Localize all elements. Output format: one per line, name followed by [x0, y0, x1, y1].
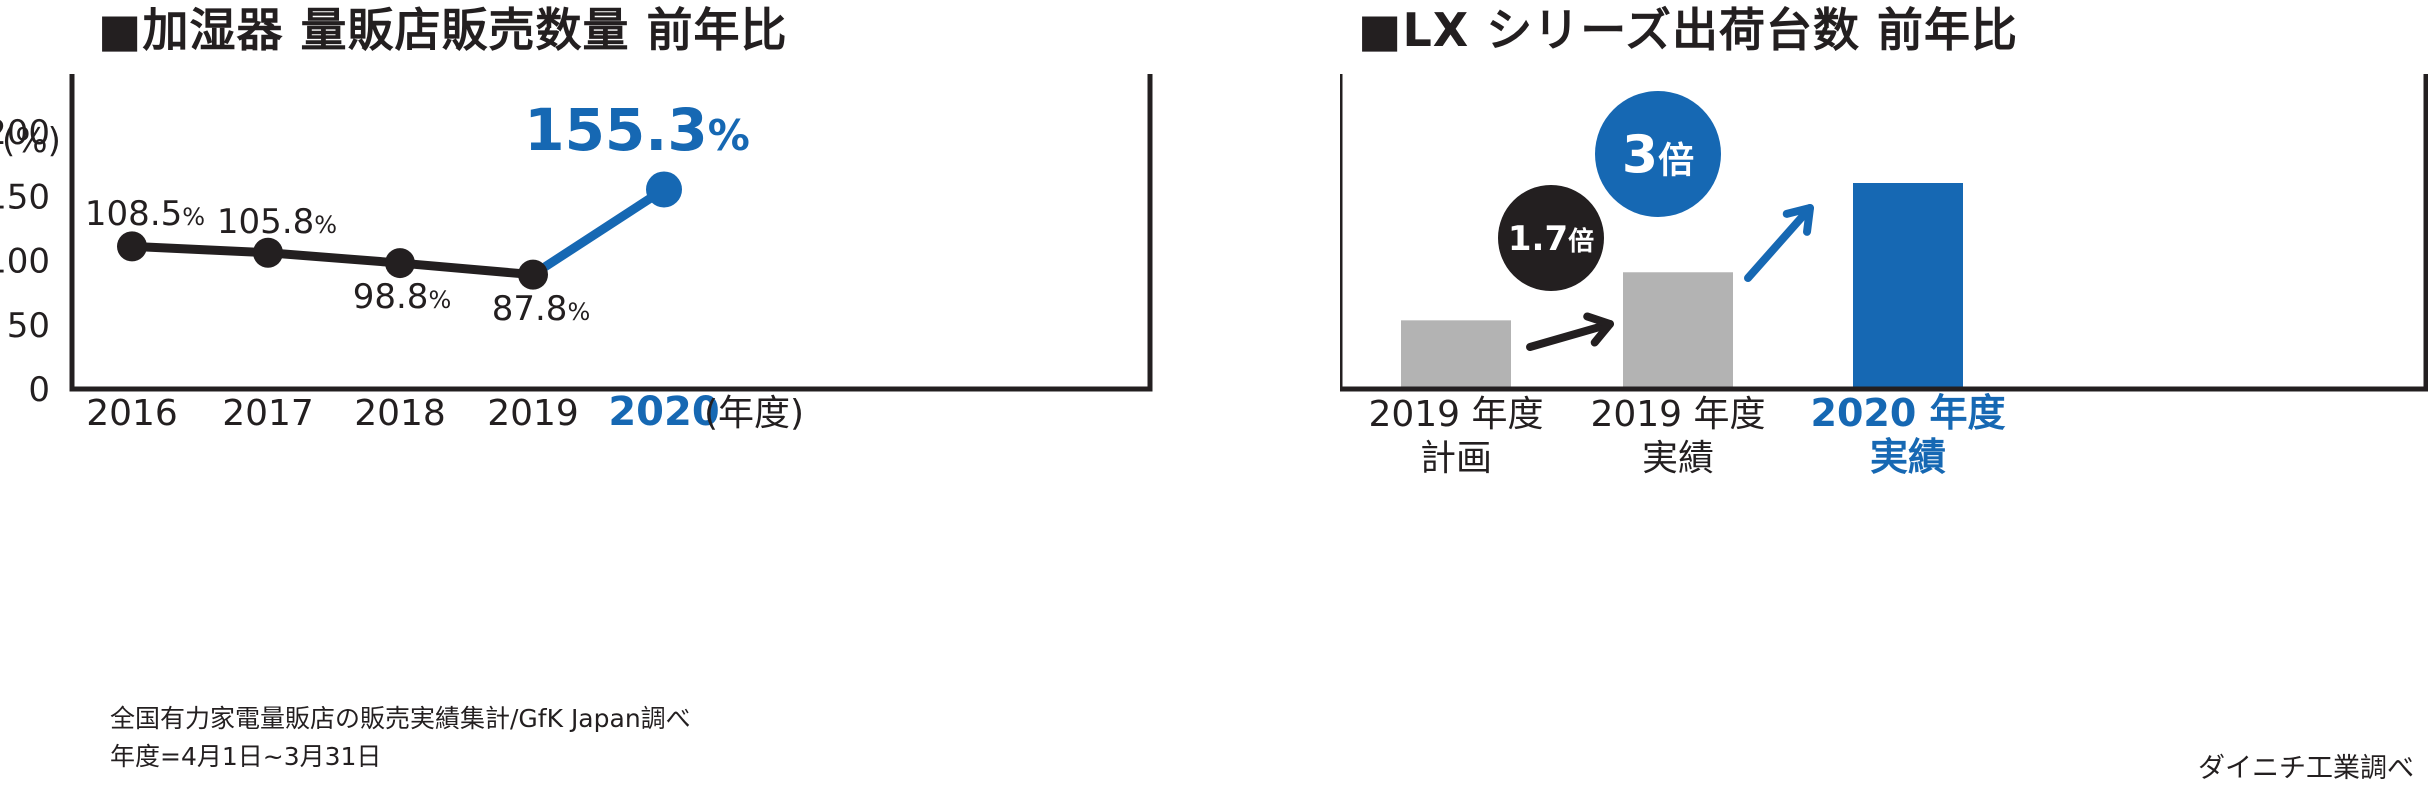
bar: [1853, 183, 1963, 389]
ratio-badge-3x-circle: [1595, 91, 1721, 217]
growth-arrow-large-head: [1782, 204, 1814, 236]
x-tick-label: 2018: [354, 393, 446, 434]
data-label: 98.8%: [353, 277, 452, 317]
y-tick-label: 50: [7, 306, 50, 346]
data-point: [385, 248, 415, 279]
right-chart-title: ■LX シリーズ出荷台数 前年比: [1358, 3, 2018, 57]
ratio-badge-1-7x-circle: [1498, 185, 1604, 291]
data-label: 108.5%: [85, 194, 205, 234]
x-tick-label: 2019: [487, 393, 579, 434]
x-tick-label: 2020: [608, 389, 719, 435]
x-category-label: 2019 年度: [1590, 394, 1765, 435]
right-source-note: ダイニチ工業調べ: [2198, 753, 2414, 784]
growth-arrow-large: [1744, 204, 1814, 282]
ratio-badge-3x-label: 3倍: [1622, 126, 1694, 186]
x-tick-label: 2017: [222, 393, 314, 434]
data-point: [117, 231, 147, 262]
y-tick-label: 0: [28, 370, 50, 410]
bar: [1623, 272, 1733, 389]
y-axis-unit-label: (%): [2, 121, 61, 161]
left-chart-panel: ■加湿器 量販店販売数量 前年比 (%) 0 50 100 150 200 2016 201…: [0, 3, 1153, 776]
growth-arrow-small: [1526, 320, 1614, 351]
data-label: 105.8%: [217, 202, 337, 242]
bar: [1401, 320, 1511, 389]
data-point: [518, 259, 548, 290]
data-point: [646, 171, 682, 208]
plot-frame: [69, 74, 1153, 392]
y-tick-label: 150: [0, 177, 50, 217]
series-line-2020: [528, 184, 669, 280]
left-note: 全国有力家電量販店の販売実績集計/GfK Japan調べ 年度=4月1日~3月3…: [110, 700, 691, 776]
y-tick-label: 100: [0, 242, 50, 282]
data-point: [253, 237, 283, 268]
series-line-2016-2019: [131, 241, 534, 280]
ratio-badge-1-7x-label: 1.7倍: [1508, 219, 1594, 259]
x-category-label: 計画: [1420, 438, 1492, 479]
left-note-line-2: 年度=4月1日~3月31日: [110, 742, 382, 771]
x-category-label: 2019 年度: [1368, 394, 1543, 435]
right-chart-panel: ■LX シリーズ出荷台数 前年比 1.7倍 3倍 2019 年度 計画 2019 年度…: [1340, 0, 2428, 790]
x-category-label: 実績: [1642, 438, 1714, 479]
x-category-label: 2020 年度: [1811, 391, 2006, 435]
x-axis-unit-label: (年度): [704, 393, 804, 434]
left-chart-title: ■加湿器 量販店販売数量 前年比: [98, 3, 788, 57]
data-label: 155.3%: [524, 96, 750, 164]
x-tick-label: 2016: [86, 393, 178, 434]
left-note-line-1: 全国有力家電量販店の販売実績集計/GfK Japan調べ: [110, 704, 691, 733]
x-category-label: 実績: [1870, 435, 1946, 479]
growth-arrow-small-head: [1583, 312, 1614, 347]
humidifier-sales-line-chart: (%) 0 50 100 150 200 2016 2017 2018 2019 2020 108…: [0, 74, 1153, 435]
y-tick-label: 200: [0, 113, 50, 153]
data-label: 87.8%: [492, 289, 591, 329]
plot-frame: [1340, 74, 2428, 392]
